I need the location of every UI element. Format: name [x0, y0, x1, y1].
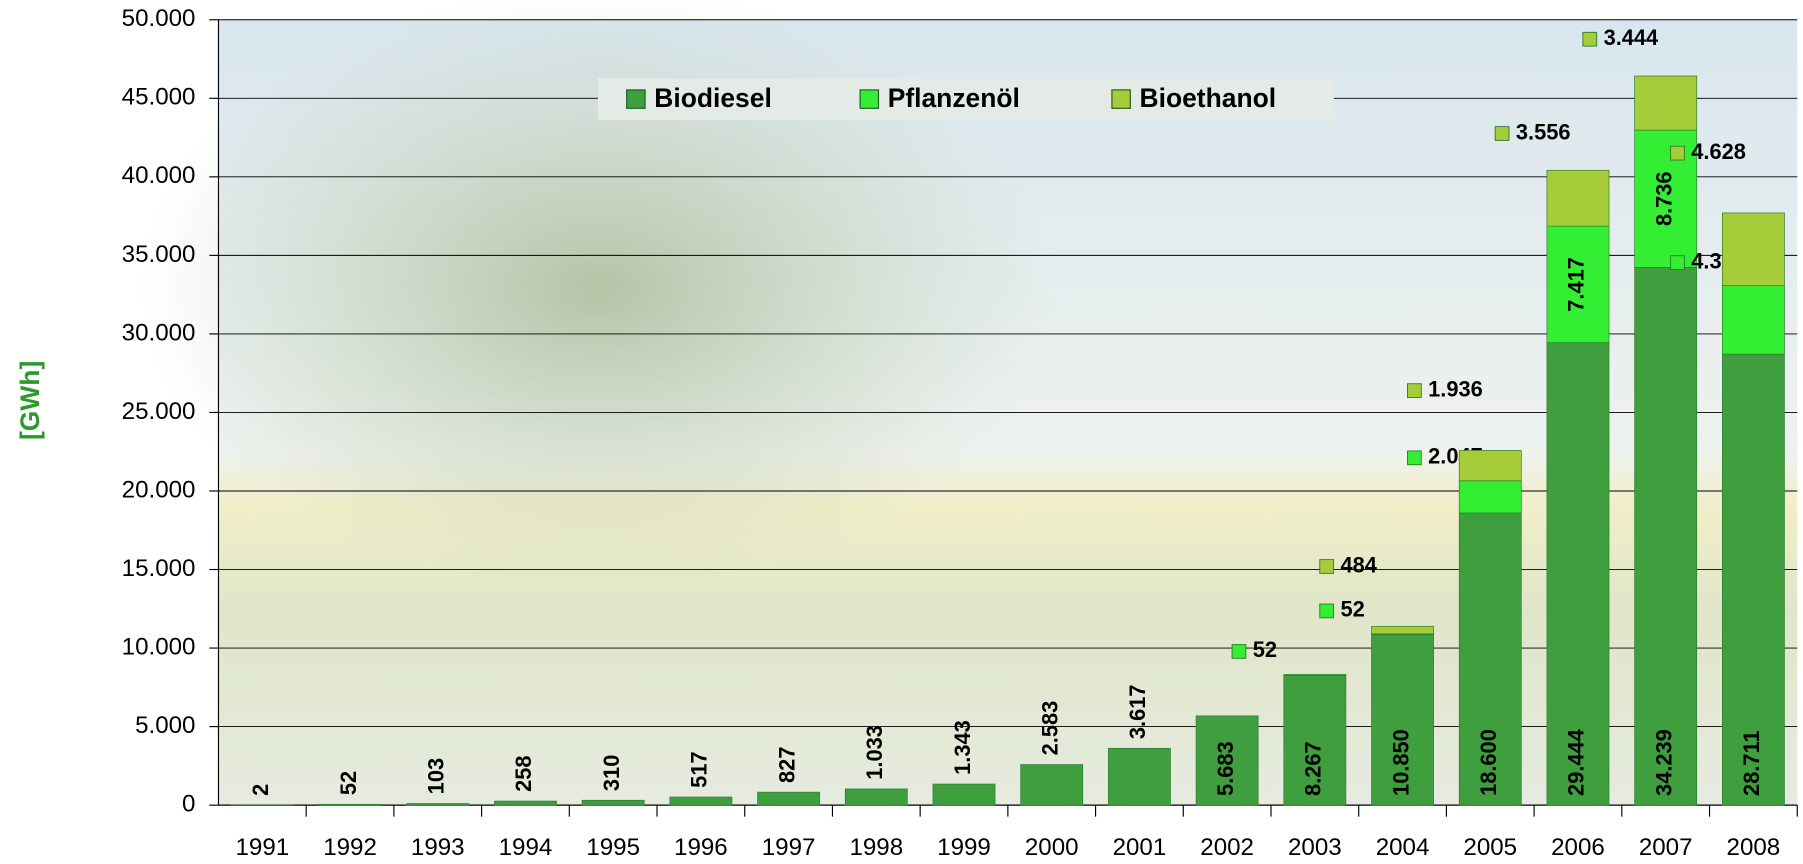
value-label: 29.444 — [1564, 728, 1589, 796]
x-tick-label: 2006 — [1551, 834, 1605, 861]
bar-segment — [670, 797, 732, 805]
value-label-marker — [1320, 560, 1334, 574]
value-label: 827 — [774, 747, 799, 783]
y-tick-label: 20.000 — [122, 476, 196, 503]
value-label: 1.343 — [950, 720, 975, 775]
value-label: 8.267 — [1301, 741, 1326, 796]
value-label: 2 — [248, 784, 273, 796]
bar-segment — [933, 784, 995, 805]
bar-segment — [1635, 267, 1697, 805]
y-tick-label: 50.000 — [122, 5, 196, 32]
value-label: 4.628 — [1691, 139, 1746, 164]
value-label: 1.033 — [862, 725, 887, 780]
bar-segment — [758, 792, 820, 805]
value-label-marker — [1232, 645, 1246, 659]
value-label-marker — [1671, 256, 1685, 270]
value-label: 310 — [599, 755, 624, 791]
x-tick-label: 1993 — [411, 834, 465, 861]
x-tick-label: 1991 — [235, 834, 289, 861]
x-tick-label: 1995 — [586, 834, 640, 861]
chart: [GWh] 0 5.000 10.000 15.000 20.000 25.000 30.0… — [0, 0, 1803, 864]
x-tick-label: 1992 — [323, 834, 377, 861]
value-label: 52 — [1253, 637, 1277, 662]
y-tick-label: 15.000 — [122, 555, 196, 582]
legend-label: Biodiesel — [654, 83, 772, 113]
x-tick-label: 2000 — [1025, 834, 1079, 861]
x-tick-label: 2005 — [1463, 834, 1517, 861]
value-label: 52 — [336, 771, 361, 795]
bar-segment — [231, 805, 293, 806]
y-tick-label: 45.000 — [122, 84, 196, 111]
x-tick-label: 1994 — [499, 834, 553, 861]
x-tick-label: 2008 — [1727, 834, 1781, 861]
bar-segment — [1722, 213, 1784, 286]
value-label: 3.617 — [1125, 684, 1150, 739]
x-tick-label: 2003 — [1288, 834, 1342, 861]
value-label: 34.239 — [1651, 729, 1676, 796]
x-tick-label: 2004 — [1376, 834, 1430, 861]
x-tick-label: 2002 — [1200, 834, 1254, 861]
value-label: 2.583 — [1037, 701, 1062, 756]
value-label: 484 — [1340, 552, 1377, 577]
legend-swatch — [1112, 90, 1130, 108]
x-tick-label: 1999 — [937, 834, 991, 861]
value-label: 517 — [687, 751, 712, 787]
bar-segment — [1722, 286, 1784, 355]
value-label: 7.417 — [1564, 257, 1589, 312]
bar-segment — [1021, 765, 1083, 806]
x-tick-label: 2007 — [1639, 834, 1693, 861]
bar-segment — [1108, 748, 1170, 805]
value-label: 52 — [1340, 597, 1364, 622]
legend-swatch — [860, 90, 878, 108]
bar-segment — [845, 789, 907, 805]
bar-segment — [1459, 450, 1521, 480]
x-tick-label: 1997 — [762, 834, 816, 861]
bar-segment — [1547, 170, 1609, 226]
y-tick-label: 40.000 — [122, 162, 196, 189]
value-label-marker — [1407, 384, 1421, 398]
y-tick-label: 25.000 — [122, 398, 196, 425]
value-label: 1.936 — [1428, 376, 1483, 401]
legend-label: Pflanzenöl — [888, 83, 1020, 113]
value-label: 3.444 — [1604, 25, 1659, 50]
value-label: 103 — [424, 758, 449, 794]
x-tick-label: 2001 — [1113, 834, 1167, 861]
value-label: 8.736 — [1651, 171, 1676, 226]
value-label: 5.683 — [1213, 741, 1238, 796]
value-label-marker — [1407, 451, 1421, 465]
bar-segment — [582, 800, 644, 805]
y-tick-label: 35.000 — [122, 241, 196, 268]
bar-segment — [1459, 481, 1521, 513]
y-tick-label: 5.000 — [135, 712, 195, 739]
value-label-marker — [1583, 32, 1597, 46]
x-tick-label: 1998 — [849, 834, 903, 861]
value-label: 10.850 — [1388, 729, 1413, 796]
value-label-marker — [1671, 146, 1685, 160]
bar-segment — [494, 801, 556, 805]
value-label: 18.600 — [1476, 729, 1501, 796]
y-tick-label: 30.000 — [122, 319, 196, 346]
x-tick-label: 1996 — [674, 834, 728, 861]
legend-label: Bioethanol — [1140, 83, 1277, 113]
value-label: 258 — [511, 755, 536, 791]
value-label: 28.711 — [1739, 730, 1764, 796]
legend-swatch — [627, 90, 645, 108]
bar-segment — [319, 804, 381, 805]
value-label-marker — [1495, 127, 1509, 141]
value-label-marker — [1320, 604, 1334, 618]
y-tick-label: 0 — [182, 791, 195, 818]
bar-segment — [1284, 674, 1346, 675]
y-tick-label: 10.000 — [122, 633, 196, 660]
value-label: 3.556 — [1516, 119, 1571, 144]
bar-segment — [407, 804, 469, 806]
bar-segment — [1635, 76, 1697, 130]
bar-segment — [1372, 626, 1434, 634]
y-axis-label: [GWh] — [15, 361, 45, 440]
